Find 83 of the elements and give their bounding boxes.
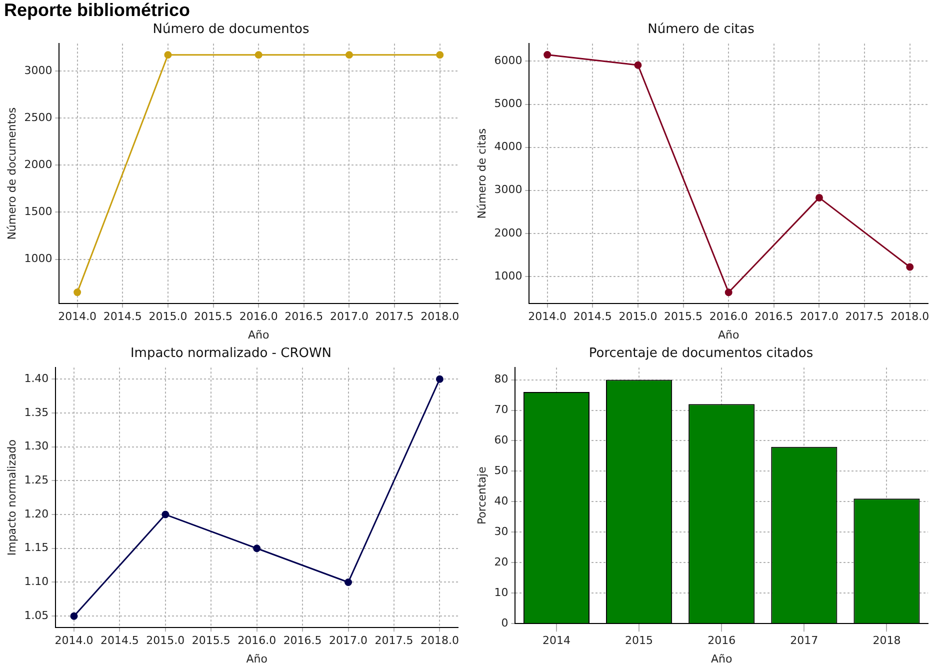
y-tick-label: 60	[494, 434, 508, 447]
y-tick-label: 1000	[494, 269, 522, 282]
x-tick-label: 2017.0	[800, 310, 838, 324]
x-tick-label: 2015.5	[194, 310, 233, 324]
point	[634, 61, 642, 69]
chart-title: Porcentaje de documentos citados	[588, 346, 814, 362]
x-tick-label: 2017.5	[374, 634, 414, 648]
y-tick-label: 6000	[494, 54, 522, 68]
point	[544, 51, 552, 59]
x-tick-label: 2014.0	[528, 310, 567, 324]
y-tick-label: 70	[494, 403, 508, 416]
y-tick-label: 1.25	[24, 474, 49, 487]
y-axis-title: Impacto normalizado	[5, 439, 18, 556]
x-tick-label: 2015.0	[618, 310, 658, 324]
x-axis-title: Año	[718, 328, 740, 342]
chart-title: Impacto normalizado - CROWN	[130, 346, 332, 362]
x-tick-label: 2016.0	[709, 310, 748, 324]
y-tick-label: 1.10	[24, 575, 49, 588]
chart-title: Número de documentos	[152, 22, 310, 38]
x-tick-label: 2014.5	[573, 310, 612, 324]
x-tick-label: 2018	[872, 634, 901, 648]
y-tick-label: 40	[494, 494, 508, 508]
x-axis-title: Año	[710, 652, 732, 666]
x-tick-label: 2015.0	[148, 310, 188, 324]
point	[906, 263, 914, 271]
point	[253, 544, 261, 552]
y-tick-label: 1.40	[24, 372, 49, 385]
y-tick-label: 1.30	[24, 440, 49, 453]
x-tick-label: 2015.5	[664, 310, 703, 324]
chart-title: Número de citas	[648, 22, 755, 38]
x-tick-label: 2016.5	[283, 634, 322, 648]
point	[344, 578, 352, 586]
y-tick-label: 10	[494, 586, 508, 599]
y-tick-label: 1.35	[24, 406, 49, 419]
y-tick-label: 2000	[494, 226, 522, 240]
y-tick-label: 5000	[494, 97, 522, 110]
x-tick-label: 2014.0	[58, 310, 97, 324]
y-tick-label: 3000	[494, 183, 522, 196]
x-tick-label: 2017.0	[330, 310, 368, 324]
point	[815, 194, 823, 202]
x-tick-label: 2014	[542, 634, 570, 648]
x-tick-label: 2014.0	[54, 634, 94, 648]
y-tick-label: 2000	[24, 158, 52, 171]
y-tick-label: 1.20	[24, 507, 49, 520]
x-tick-label: 2018.0	[420, 634, 459, 648]
y-tick-label: 20	[494, 556, 508, 569]
x-axis-title: Año	[248, 328, 270, 342]
point	[70, 612, 78, 620]
y-tick-label: 50	[494, 464, 508, 478]
x-tick-label: 2014.5	[100, 634, 139, 648]
x-tick-label: 2015.0	[146, 634, 185, 648]
point	[436, 375, 444, 383]
y-tick-label: 1000	[24, 252, 52, 266]
point	[724, 288, 732, 296]
y-axis-title: Porcentaje	[475, 466, 488, 525]
x-tick-label: 2016	[708, 634, 736, 648]
x-tick-label: 2015	[625, 634, 654, 648]
x-tick-label: 2016.5	[754, 310, 794, 324]
x-tick-label: 2014.5	[103, 310, 142, 324]
x-tick-label: 2017.5	[375, 310, 414, 324]
y-tick-label: 1.15	[24, 541, 49, 554]
x-tick-label: 2016.0	[238, 634, 276, 648]
y-tick-label: 30	[494, 525, 508, 538]
y-tick-label: 3000	[24, 64, 52, 77]
x-tick-label: 2017.5	[845, 310, 884, 324]
x-tick-label: 2017.0	[329, 634, 368, 648]
y-axis-title: Número de citas	[475, 128, 488, 219]
x-tick-label: 2018.0	[420, 310, 460, 324]
x-tick-label: 2018.0	[890, 310, 930, 324]
point	[162, 510, 170, 518]
y-tick-label: 80	[494, 372, 508, 386]
x-tick-label: 2016.0	[239, 310, 278, 324]
y-tick-label: 1.05	[24, 608, 49, 622]
y-tick-label: 1500	[24, 205, 52, 218]
x-tick-label: 2016.5	[284, 310, 324, 324]
y-tick-label: 0	[501, 616, 508, 630]
text: Reporte bibliométrico	[4, 0, 190, 20]
x-tick-label: 2017	[790, 634, 818, 648]
y-tick-label: 4000	[494, 140, 522, 154]
y-axis-title: Número de documentos	[5, 107, 18, 240]
y-tick-label: 2500	[24, 110, 52, 124]
x-axis-title: Año	[246, 652, 268, 666]
x-tick-label: 2015.5	[192, 634, 230, 648]
